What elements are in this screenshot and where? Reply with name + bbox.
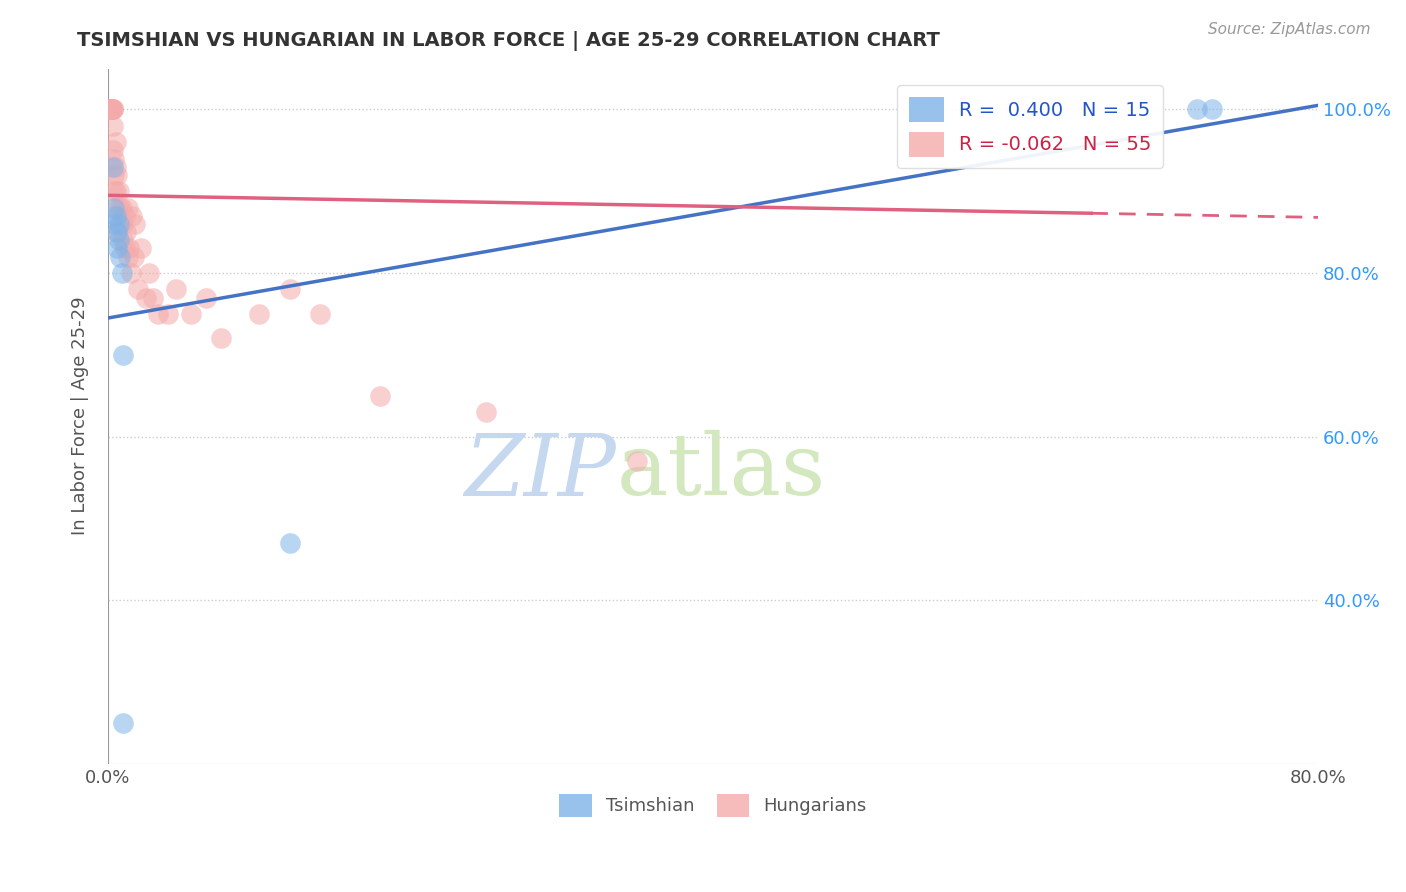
Point: [146, 307, 169, 321]
Point: [180, 307, 202, 321]
Point: [100, 103, 122, 117]
Point: [105, 225, 128, 239]
Point: [1185, 103, 1208, 117]
Point: [209, 331, 232, 345]
Point: [135, 291, 157, 305]
Point: [105, 168, 128, 182]
Point: [114, 242, 136, 256]
Point: [117, 201, 139, 215]
Point: [108, 201, 131, 215]
Point: [278, 282, 301, 296]
Text: TSIMSHIAN VS HUNGARIAN IN LABOR FORCE | AGE 25-29 CORRELATION CHART: TSIMSHIAN VS HUNGARIAN IN LABOR FORCE | …: [77, 31, 941, 51]
Point: [101, 144, 124, 158]
Point: [104, 160, 127, 174]
Point: [112, 348, 135, 362]
Point: [103, 168, 125, 182]
Point: [121, 209, 143, 223]
Point: [107, 184, 129, 198]
Point: [98, 103, 121, 117]
Point: [165, 282, 187, 296]
Point: [247, 307, 270, 321]
Point: [103, 201, 125, 215]
Point: [475, 405, 498, 419]
Point: [100, 103, 122, 117]
Point: [101, 160, 124, 174]
Point: [1201, 103, 1223, 117]
Point: [129, 242, 152, 256]
Point: [112, 715, 135, 730]
Y-axis label: In Labor Force | Age 25-29: In Labor Force | Age 25-29: [72, 297, 89, 535]
Point: [100, 103, 122, 117]
Point: [127, 282, 149, 296]
Point: [101, 103, 124, 117]
Point: [110, 266, 132, 280]
Point: [105, 242, 128, 256]
Point: [117, 250, 139, 264]
Point: [124, 217, 146, 231]
Point: [120, 266, 142, 280]
Point: [101, 119, 124, 133]
Point: [103, 152, 125, 166]
Point: [100, 103, 122, 117]
Point: [98, 103, 121, 117]
Point: [368, 389, 391, 403]
Point: [104, 209, 127, 223]
Point: [105, 225, 128, 239]
Point: [138, 266, 160, 280]
Point: [103, 217, 125, 231]
Point: [195, 291, 218, 305]
Point: [107, 233, 129, 247]
Legend: Tsimshian, Hungarians: Tsimshian, Hungarians: [553, 787, 875, 824]
Point: [142, 291, 165, 305]
Point: [108, 250, 131, 264]
Point: [108, 217, 131, 231]
Point: [626, 454, 648, 468]
Point: [98, 103, 121, 117]
Point: [115, 225, 138, 239]
Point: [112, 233, 135, 247]
Point: [122, 250, 145, 264]
Point: [308, 307, 330, 321]
Point: [103, 184, 125, 198]
Point: [112, 217, 135, 231]
Point: [157, 307, 180, 321]
Point: [118, 242, 141, 256]
Point: [105, 201, 128, 215]
Point: [101, 103, 124, 117]
Point: [104, 135, 127, 149]
Point: [101, 103, 124, 117]
Point: [110, 201, 132, 215]
Point: [278, 536, 301, 550]
Point: [114, 209, 136, 223]
Text: Source: ZipAtlas.com: Source: ZipAtlas.com: [1208, 22, 1371, 37]
Point: [107, 217, 129, 231]
Point: [104, 184, 127, 198]
Text: atlas: atlas: [616, 430, 825, 514]
Text: ZIP: ZIP: [464, 431, 616, 513]
Point: [100, 103, 122, 117]
